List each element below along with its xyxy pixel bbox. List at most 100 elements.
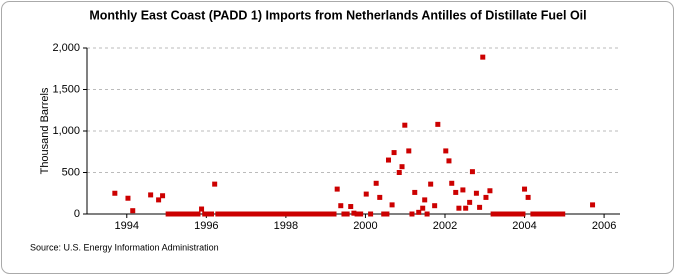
data-point <box>271 211 277 217</box>
data-point <box>517 211 523 217</box>
data-point <box>480 54 486 60</box>
data-point <box>304 211 310 217</box>
data-point <box>202 211 208 217</box>
data-point <box>469 169 475 175</box>
data-point <box>590 202 596 208</box>
data-point <box>331 211 337 217</box>
data-point <box>507 211 513 217</box>
data-point <box>215 211 221 217</box>
data-point <box>328 211 334 217</box>
data-point <box>497 211 503 217</box>
data-point <box>460 187 466 193</box>
data-point <box>386 157 392 163</box>
data-point <box>530 211 536 217</box>
data-point <box>235 211 241 217</box>
x-tick-label: 1998 <box>274 220 298 232</box>
data-point <box>218 211 224 217</box>
data-point <box>281 211 287 217</box>
data-point <box>125 195 131 201</box>
data-point <box>409 211 415 217</box>
data-point <box>456 205 462 211</box>
data-point <box>189 211 195 217</box>
data-point <box>467 199 473 205</box>
data-point <box>258 211 264 217</box>
data-point <box>321 211 327 217</box>
data-point <box>185 211 191 217</box>
data-point <box>172 211 178 217</box>
y-tick-label: 1,000 <box>52 125 80 137</box>
data-point <box>525 194 531 200</box>
data-point <box>473 190 479 196</box>
y-tick-label: 0 <box>74 208 80 220</box>
data-point <box>477 204 483 210</box>
data-point <box>268 211 274 217</box>
data-point <box>179 211 185 217</box>
x-tick-label: 2002 <box>433 220 457 232</box>
data-point <box>205 211 211 217</box>
x-tick-label: 1996 <box>194 220 218 232</box>
y-tick-label: 2,000 <box>52 42 80 54</box>
data-point <box>449 180 455 186</box>
data-point <box>294 211 300 217</box>
data-point <box>351 210 357 216</box>
data-point <box>112 190 118 196</box>
source-note: Source: U.S. Energy Information Administ… <box>30 242 219 252</box>
data-point <box>195 211 201 217</box>
data-point <box>358 211 364 217</box>
data-point <box>192 211 198 217</box>
data-point <box>453 189 459 195</box>
data-point <box>208 211 214 217</box>
data-point <box>248 211 254 217</box>
data-point <box>377 194 383 200</box>
data-point <box>169 211 175 217</box>
data-point <box>301 211 307 217</box>
data-point <box>324 211 330 217</box>
data-point <box>537 211 543 217</box>
data-point <box>520 211 526 217</box>
data-point <box>513 211 519 217</box>
data-point <box>463 205 469 211</box>
data-point <box>553 211 559 217</box>
data-point <box>381 211 387 217</box>
data-point <box>435 121 441 127</box>
data-point <box>428 181 434 187</box>
data-point <box>278 211 284 217</box>
data-point <box>354 211 360 217</box>
data-point <box>373 180 379 186</box>
data-point <box>298 211 304 217</box>
data-point <box>311 211 317 217</box>
data-point <box>533 211 539 217</box>
data-point <box>232 211 238 217</box>
y-tick-label: 1,500 <box>52 83 80 95</box>
data-point <box>363 191 369 197</box>
data-point <box>338 203 344 209</box>
data-point <box>344 211 350 217</box>
data-point <box>384 211 390 217</box>
data-point <box>503 211 509 217</box>
data-point <box>245 211 251 217</box>
data-point <box>261 211 267 217</box>
data-point <box>130 208 136 214</box>
data-point <box>238 211 244 217</box>
data-point <box>522 186 528 192</box>
x-tick-label: 2004 <box>512 220 536 232</box>
data-point <box>500 211 506 217</box>
data-point <box>242 211 248 217</box>
data-point <box>490 211 496 217</box>
data-point <box>291 211 297 217</box>
x-tick-label: 1994 <box>115 220 139 232</box>
x-tick-label: 2000 <box>353 220 377 232</box>
data-point <box>420 205 426 211</box>
data-point <box>412 189 418 195</box>
x-tick-label: 2006 <box>592 220 616 232</box>
data-point <box>446 158 452 164</box>
y-axis-label: Thousand Barrels <box>39 87 51 174</box>
data-point <box>255 211 261 217</box>
data-point <box>543 211 549 217</box>
data-point <box>148 192 154 198</box>
data-point <box>156 197 162 203</box>
data-point <box>432 203 438 209</box>
